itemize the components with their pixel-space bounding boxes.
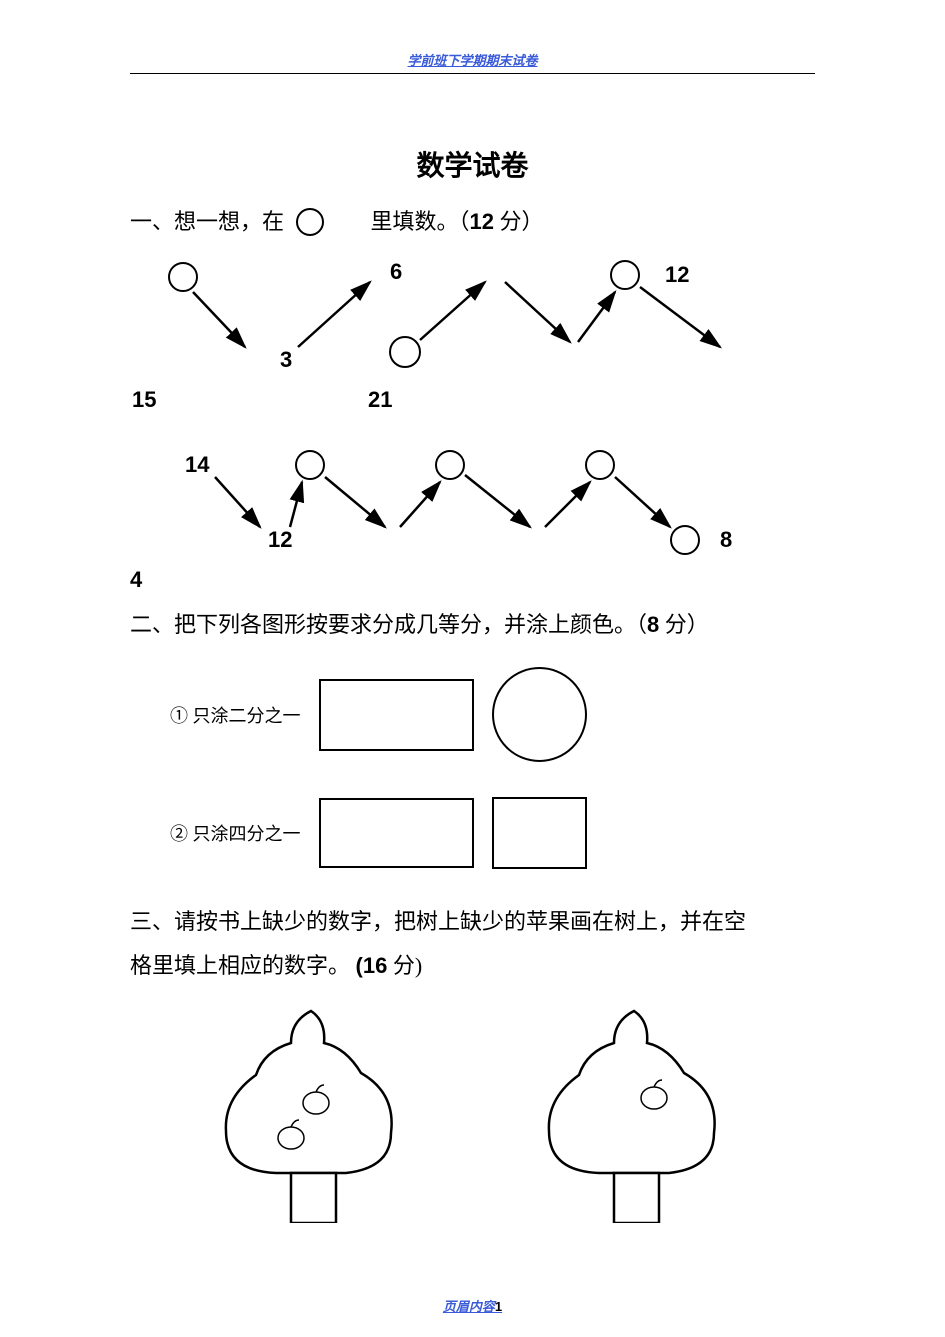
arrow-down xyxy=(325,477,385,527)
arrow-down xyxy=(615,477,670,527)
q1-points-suffix: 分） xyxy=(494,209,544,234)
q1-suffix: 里填数。（ xyxy=(371,209,470,234)
q2-row-2: ② 只涂四分之一 xyxy=(170,797,815,869)
arrow-up xyxy=(400,482,440,527)
q2-points: 8 xyxy=(647,612,659,637)
tree-trunk xyxy=(614,1173,659,1223)
q1-points: 12 xyxy=(470,209,494,234)
q3-line2: 格里填上相应的数字。 (16 分) xyxy=(130,948,815,983)
blank-circle xyxy=(586,451,614,479)
q1-prefix: 一、想一想，在 xyxy=(130,209,284,234)
q1-heading: 一、想一想，在 里填数。（12 分） xyxy=(130,204,815,239)
blank-circle xyxy=(296,451,324,479)
blank-circle xyxy=(436,451,464,479)
header-rule xyxy=(130,73,815,74)
arrow-up xyxy=(420,282,485,340)
rectangle-shape xyxy=(319,679,474,751)
q3-points: 16 xyxy=(363,953,387,978)
q2-row-1: ① 只涂二分之一 xyxy=(170,667,815,762)
arrow-up xyxy=(545,482,590,527)
num-3: 3 xyxy=(280,347,292,372)
blank-circle xyxy=(169,263,197,291)
num-15: 15 xyxy=(132,387,156,412)
blank-circle xyxy=(671,526,699,554)
q3-paren-open: ( xyxy=(356,953,363,978)
arrow-up xyxy=(298,282,370,347)
q2-heading: 二、把下列各图形按要求分成几等分，并涂上颜色。（8 分） xyxy=(130,607,815,642)
num-12: 12 xyxy=(268,527,292,552)
num-8: 8 xyxy=(720,527,732,552)
arrow-up xyxy=(578,292,615,342)
footer: 页眉内容1 xyxy=(0,1296,945,1315)
tree-right xyxy=(519,1003,749,1223)
page-title: 数学试卷 xyxy=(130,144,815,184)
arrow-down xyxy=(193,292,245,347)
num-4: 4 xyxy=(130,567,142,593)
q1-diagram: 6 12 3 15 21 14 12 8 xyxy=(130,247,815,567)
q3-line2-prefix: 格里填上相应的数字。 xyxy=(130,953,356,978)
arrow-down xyxy=(640,287,720,347)
zigzag-svg: 6 12 3 15 21 14 12 8 xyxy=(130,247,830,567)
trees-row xyxy=(130,1003,815,1223)
q2-text: 二、把下列各图形按要求分成几等分，并涂上颜色。（ xyxy=(130,612,647,637)
arrow-down xyxy=(505,282,570,342)
circle-blank-icon xyxy=(296,208,324,236)
num-21: 21 xyxy=(368,387,392,412)
q3-points-suffix: 分) xyxy=(387,953,422,978)
tree-canopy xyxy=(226,1011,392,1173)
rectangle-shape xyxy=(319,798,474,868)
q3-line1: 三、请按书上缺少的数字，把树上缺少的苹果画在树上，并在空 xyxy=(130,904,815,939)
num-14: 14 xyxy=(185,452,210,477)
square-shape xyxy=(492,797,587,869)
header-text: 学前班下学期期末试卷 xyxy=(130,50,815,69)
blank-circle xyxy=(390,337,420,367)
num-6: 6 xyxy=(390,259,402,284)
tree-left xyxy=(196,1003,426,1223)
blank-circle xyxy=(611,261,639,289)
q2-points-suffix: 分） xyxy=(659,612,709,637)
footer-page: 1 xyxy=(495,1299,502,1314)
arrow-down xyxy=(465,475,530,527)
circle-shape xyxy=(492,667,587,762)
q2-item2-label: ② 只涂四分之一 xyxy=(170,820,301,846)
footer-label: 页眉内容 xyxy=(443,1299,495,1314)
num-12: 12 xyxy=(665,262,689,287)
tree-canopy xyxy=(549,1011,715,1173)
tree-trunk xyxy=(291,1173,336,1223)
page-container: 学前班下学期期末试卷 数学试卷 一、想一想，在 里填数。（12 分） 6 12 … xyxy=(0,0,945,1253)
q2-item1-label: ① 只涂二分之一 xyxy=(170,702,301,728)
arrow-up xyxy=(290,482,302,527)
arrow-down xyxy=(215,477,260,527)
